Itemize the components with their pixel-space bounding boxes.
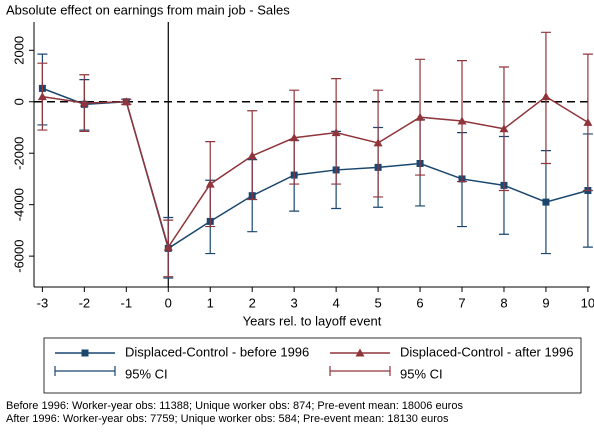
legend-ci xyxy=(329,366,391,376)
marker xyxy=(121,97,131,106)
marker xyxy=(37,92,47,101)
y-tick-label: -6000 xyxy=(11,240,26,273)
y-tick-label: -2000 xyxy=(11,137,26,170)
note: After 1996: Worker-year obs: 7759; Uniqu… xyxy=(6,413,449,425)
x-tick-label: 5 xyxy=(374,295,381,310)
legend-label: Displaced-Control - before 1996 xyxy=(125,344,309,359)
marker xyxy=(205,179,215,188)
legend-label: 95% CI xyxy=(400,366,443,381)
legend-box xyxy=(43,337,582,394)
x-tick-label: 7 xyxy=(458,295,465,310)
marker xyxy=(373,138,383,147)
legend-label: Displaced-Control - after 1996 xyxy=(400,344,573,359)
x-tick-label: 9 xyxy=(542,295,549,310)
legend-label: 95% CI xyxy=(125,366,168,381)
marker xyxy=(289,133,299,142)
x-tick-label: -2 xyxy=(79,295,91,310)
x-tick-label: 4 xyxy=(333,295,340,310)
y-tick-label: 2000 xyxy=(11,36,26,65)
marker xyxy=(81,349,89,357)
x-axis-label: Years rel. to layoff event xyxy=(243,313,382,328)
series-line xyxy=(42,95,589,249)
x-tick-label: 8 xyxy=(500,295,507,310)
marker xyxy=(79,98,89,107)
x-tick-label: 2 xyxy=(249,295,256,310)
x-tick-label: 10 xyxy=(581,295,594,310)
y-tick-label: -4000 xyxy=(11,188,26,221)
marker xyxy=(542,198,550,206)
marker xyxy=(331,128,341,137)
legend-ci xyxy=(54,366,116,376)
x-tick-label: 0 xyxy=(165,295,172,310)
marker xyxy=(541,92,551,101)
note: Before 1996: Worker-year obs: 11388; Uni… xyxy=(6,400,463,412)
x-tick-label: -3 xyxy=(37,295,49,310)
x-tick-label: 6 xyxy=(416,295,423,310)
marker xyxy=(499,124,509,133)
y-tick-label: 0 xyxy=(11,98,26,105)
marker xyxy=(415,112,425,121)
marker xyxy=(457,116,467,125)
x-tick-label: -1 xyxy=(121,295,133,310)
marker xyxy=(583,117,593,126)
x-tick-label: 3 xyxy=(291,295,298,310)
chart-title: Absolute effect on earnings from main jo… xyxy=(6,2,290,17)
marker xyxy=(163,242,173,251)
x-tick-label: 1 xyxy=(207,295,214,310)
marker xyxy=(355,348,365,357)
marker xyxy=(247,151,257,160)
